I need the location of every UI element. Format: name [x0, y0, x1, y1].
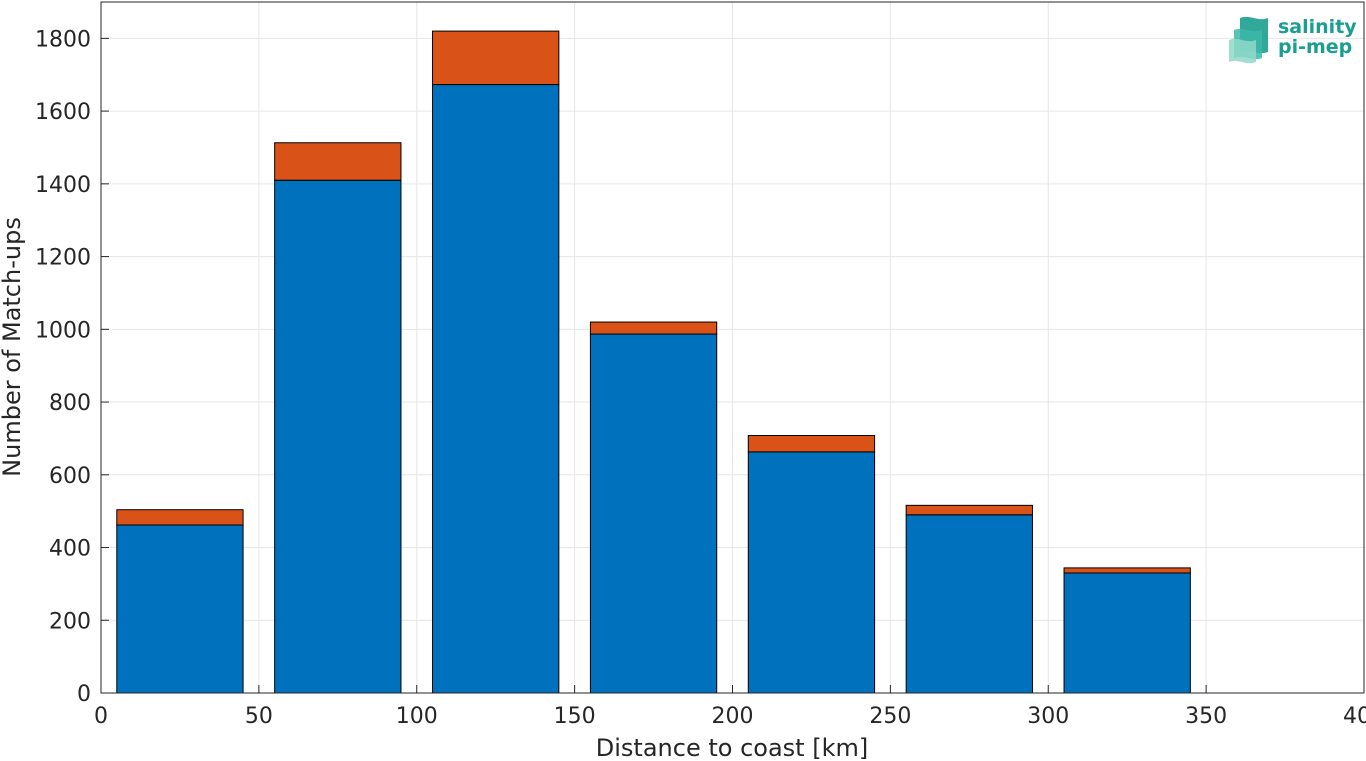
bar-lower-3 — [589, 333, 718, 694]
x-tick-label: 100 — [396, 704, 438, 729]
wave-icon — [1229, 16, 1268, 64]
y-tick-label: 400 — [49, 537, 91, 562]
bars — [116, 30, 1191, 694]
y-tick-label: 1000 — [35, 318, 91, 343]
y-tick-label: 1200 — [35, 246, 91, 271]
x-tick-label: 50 — [245, 704, 273, 729]
y-tick-label: 0 — [77, 682, 91, 707]
x-axis: 0 50 100 150 200 250 300 350 400 — [94, 685, 1366, 729]
bar-upper-0 — [116, 509, 244, 526]
bar-lower-2 — [432, 84, 560, 694]
y-tick-label: 1800 — [35, 27, 91, 52]
y-axis: 0 200 400 600 800 1000 1200 1400 1600 1800 — [35, 27, 109, 707]
y-axis-label: Number of Match-ups — [0, 217, 26, 477]
logo-line2: pi-mep — [1278, 36, 1352, 58]
salinity-pi-mep-logo: salinity pi-mep — [1229, 16, 1357, 64]
y-tick-label: 200 — [49, 609, 91, 634]
x-tick-label: 0 — [94, 704, 108, 729]
bar-upper-6 — [1063, 567, 1191, 574]
x-tick-label: 150 — [554, 704, 596, 729]
logo-line1: salinity — [1278, 16, 1357, 38]
y-tick-label: 1600 — [35, 100, 91, 125]
x-tick-label: 400 — [1343, 704, 1366, 729]
x-tick-label: 250 — [869, 704, 911, 729]
bar-lower-4 — [747, 451, 876, 694]
y-tick-label: 800 — [49, 391, 91, 416]
bar-lower-5 — [905, 514, 1033, 694]
x-tick-label: 300 — [1027, 704, 1069, 729]
x-axis-label: Distance to coast [km] — [596, 734, 868, 761]
bar-upper-2 — [432, 30, 560, 86]
bar-upper-5 — [905, 504, 1033, 516]
x-tick-label: 350 — [1185, 704, 1227, 729]
bar-upper-1 — [274, 142, 402, 181]
bar-lower-6 — [1063, 572, 1191, 694]
bar-lower-1 — [274, 179, 402, 694]
bar-upper-4 — [747, 435, 876, 453]
y-tick-label: 600 — [49, 464, 91, 489]
y-tick-label: 1400 — [35, 173, 91, 198]
bar-lower-0 — [116, 524, 244, 694]
bar-upper-3 — [589, 321, 718, 335]
x-tick-label: 200 — [712, 704, 754, 729]
